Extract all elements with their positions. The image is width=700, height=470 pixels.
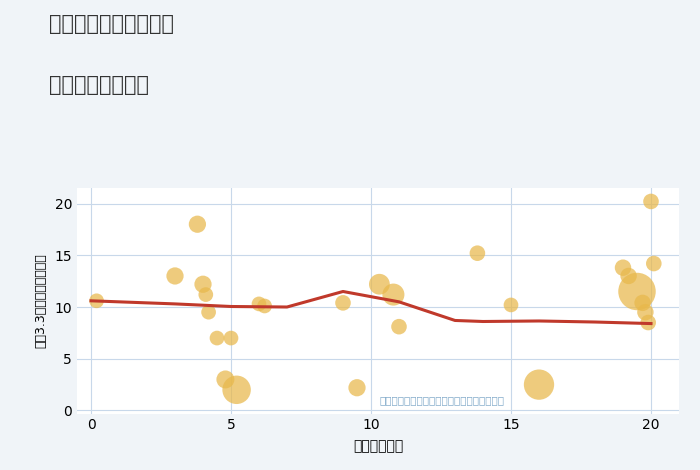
Point (637, 299, 648, 306)
Point (220, 376, 231, 383)
Point (645, 198, 657, 205)
X-axis label: 駅距離（分）: 駅距離（分） (353, 439, 403, 454)
Text: 円の大きさは、取引のあった物件面積を示す: 円の大きさは、取引のあった物件面積を示す (379, 395, 505, 405)
Point (197, 281, 209, 288)
Point (211, 334, 223, 342)
Point (631, 288, 643, 295)
Point (640, 308, 651, 316)
Point (203, 308, 214, 316)
Point (337, 299, 349, 306)
Point (200, 291, 211, 298)
Point (225, 334, 237, 342)
Point (505, 301, 517, 309)
Point (388, 291, 399, 298)
Point (253, 300, 265, 308)
Point (393, 323, 405, 330)
Y-axis label: 坪（3.3㎡）単価（万円）: 坪（3.3㎡）単価（万円） (34, 253, 48, 348)
Text: 駅距離別土地価格: 駅距離別土地価格 (49, 75, 149, 95)
Point (617, 264, 629, 272)
Point (533, 381, 545, 388)
Point (91, 297, 102, 305)
Point (648, 260, 659, 267)
Point (472, 250, 483, 257)
Point (259, 302, 270, 310)
Point (643, 319, 654, 326)
Point (623, 272, 634, 280)
Point (192, 220, 203, 228)
Point (374, 281, 385, 288)
Point (231, 386, 242, 393)
Point (169, 272, 181, 280)
Point (351, 384, 363, 392)
Text: 三重県松阪市出間町の: 三重県松阪市出間町の (49, 14, 174, 34)
